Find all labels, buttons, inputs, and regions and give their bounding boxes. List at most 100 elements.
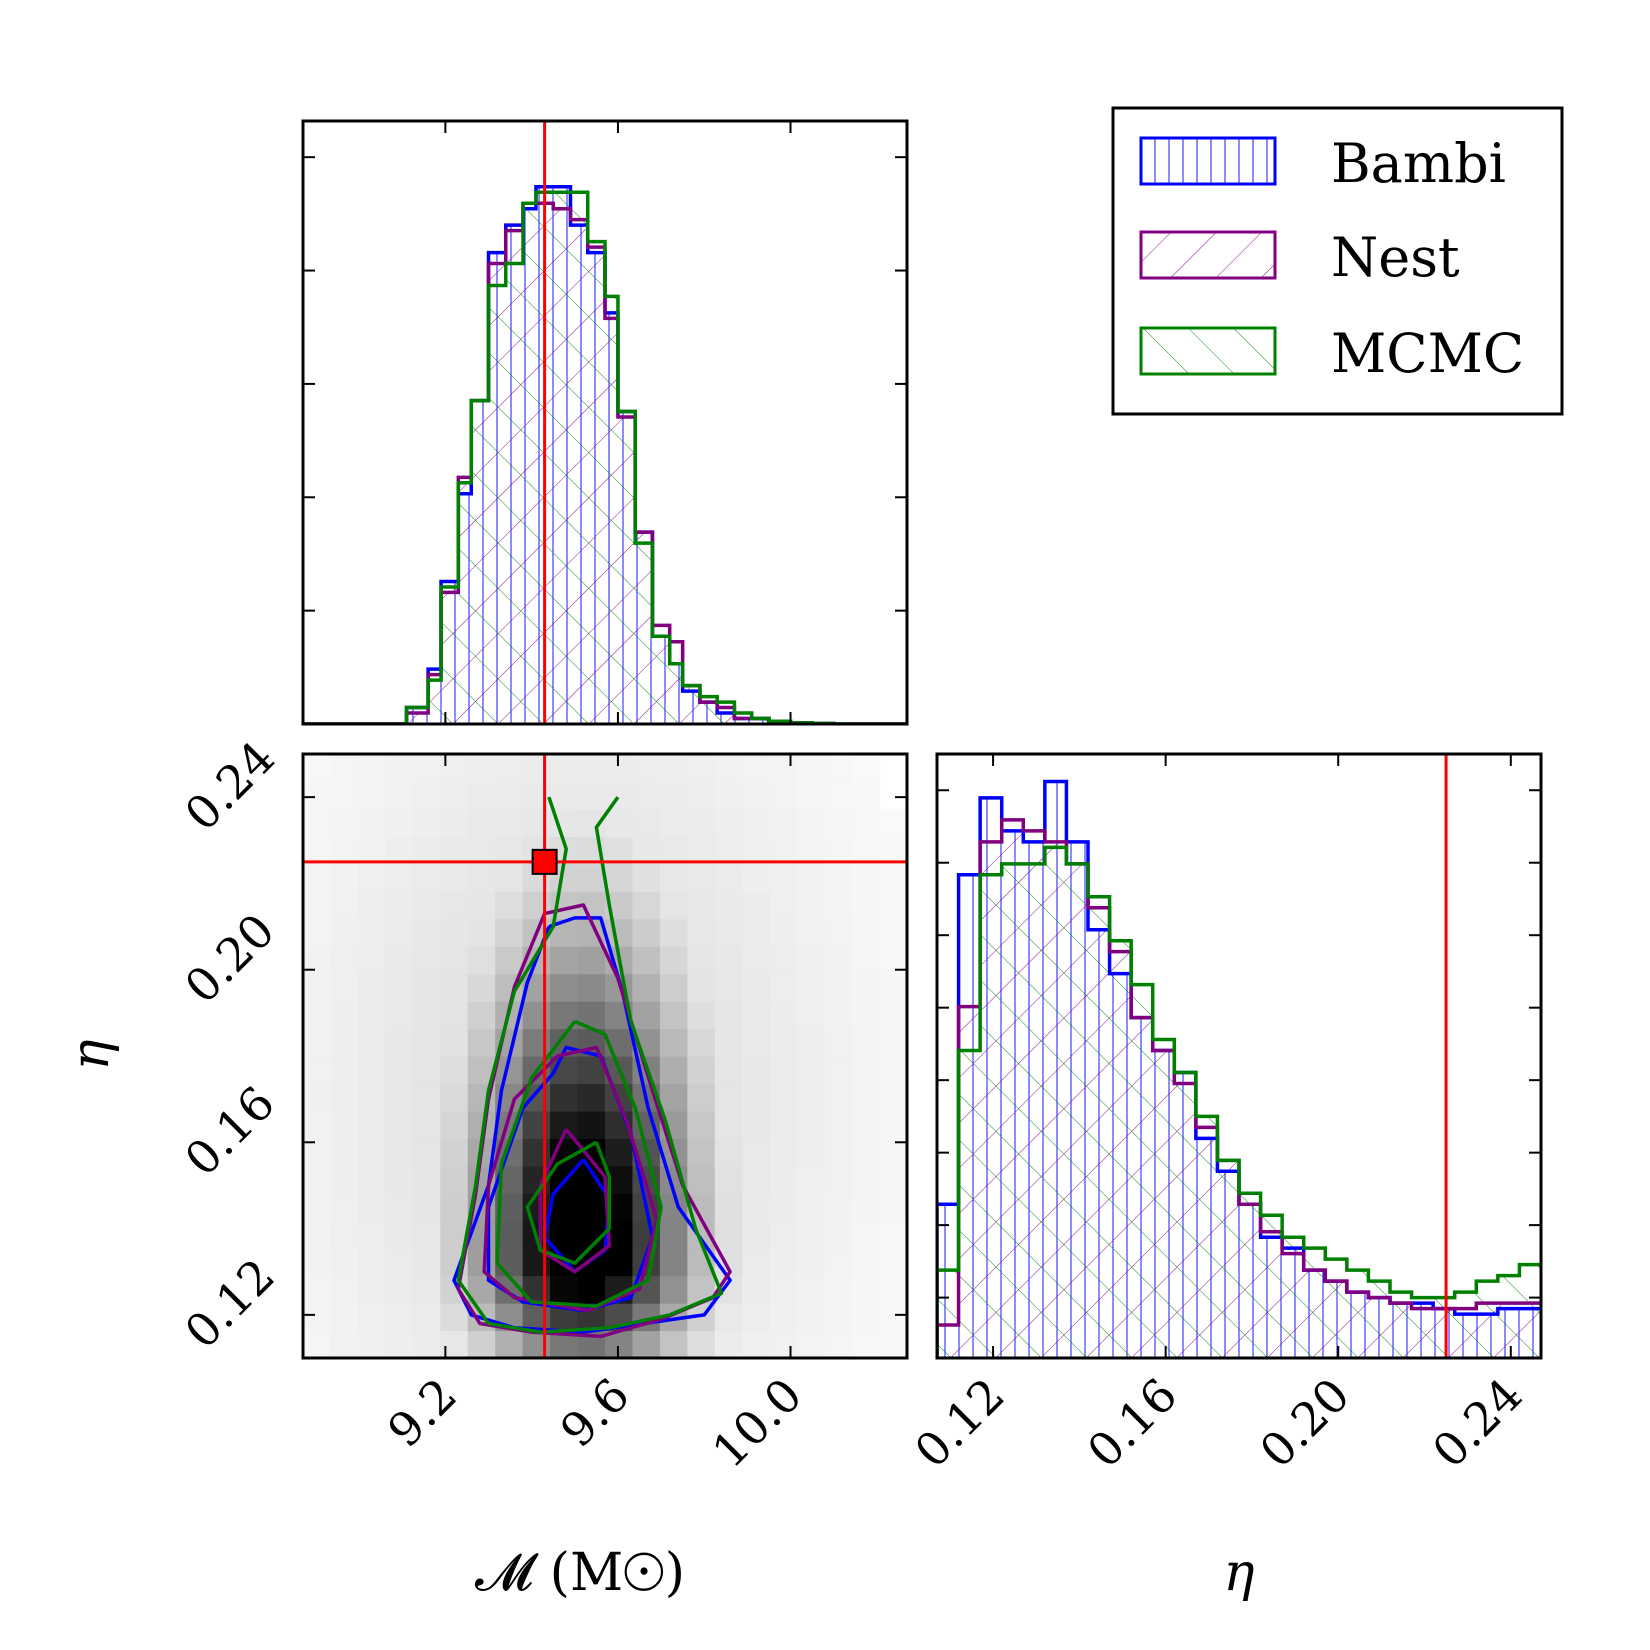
density-cell: [879, 1165, 907, 1194]
density-cell: [412, 946, 441, 975]
density-cell: [357, 781, 386, 810]
density-cell: [769, 1001, 798, 1030]
density-cell: [797, 1001, 826, 1030]
density-cell: [385, 946, 414, 975]
eta-tick-label: 0.20: [1249, 1368, 1360, 1479]
density-cell: [797, 863, 826, 892]
eta-histogram-step-mcmc: [937, 845, 1541, 1358]
density-cell: [330, 1028, 359, 1057]
density-cell: [797, 946, 826, 975]
density-cell: [687, 946, 716, 975]
density-cell: [467, 754, 496, 783]
density-cell: [632, 946, 661, 975]
density-cell: [385, 1330, 414, 1358]
density-cell: [467, 863, 496, 892]
density-cell: [412, 891, 441, 920]
density-cell: [412, 918, 441, 947]
density-cell: [357, 1138, 386, 1167]
density-cell: [385, 1110, 414, 1139]
density-cell: [879, 863, 907, 892]
density-cell: [769, 973, 798, 1002]
density-cell: [385, 973, 414, 1002]
density-cell: [303, 1083, 332, 1112]
density-cell: [797, 754, 826, 783]
density-cell: [824, 1193, 853, 1222]
density-cell: [852, 781, 881, 810]
chirp-mass-axis-label: 𝓜 (M☉): [475, 1543, 685, 1603]
density-cell: [412, 1275, 441, 1304]
density-cell: [824, 781, 853, 810]
density-cell: [852, 1110, 881, 1139]
density-cell: [357, 1165, 386, 1194]
density-cell: [714, 808, 743, 837]
chirp-mass-tick-label: 9.2: [377, 1368, 467, 1458]
density-cell: [852, 1083, 881, 1112]
legend: Bambi Nest MCMC: [1111, 106, 1564, 416]
density-cell: [303, 918, 332, 947]
density-cell: [385, 1056, 414, 1085]
eta-y-tick-label: 0.20: [174, 903, 285, 1014]
density-cell: [303, 1056, 332, 1085]
density-cell: [769, 781, 798, 810]
density-cell: [330, 1138, 359, 1167]
density-cell: [742, 754, 771, 783]
density-cell: [714, 1193, 743, 1222]
density-cell: [412, 1248, 441, 1277]
density-cell: [797, 918, 826, 947]
density-cell: [824, 808, 853, 837]
density-cell: [467, 1248, 496, 1277]
contour-mcmc-outer: [456, 796, 724, 1334]
density-cell: [824, 973, 853, 1002]
density-cell: [412, 1001, 441, 1030]
density-cell: [412, 863, 441, 892]
density-cell: [687, 863, 716, 892]
density-cell: [577, 973, 606, 1002]
density-cell: [742, 1110, 771, 1139]
density-cell: [605, 754, 634, 783]
density-cell: [605, 808, 634, 837]
density-cell: [742, 1220, 771, 1249]
density-cell: [357, 1330, 386, 1358]
chirp-mass-histogram-frame: [301, 119, 909, 726]
density-cell: [659, 781, 688, 810]
density-cell: [742, 918, 771, 947]
density-cell: [495, 808, 524, 837]
density-cell: [742, 1193, 771, 1222]
density-cell: [632, 1330, 661, 1358]
density-cell: [659, 1220, 688, 1249]
density-cell: [412, 754, 441, 783]
density-cell: [412, 808, 441, 837]
density-cell: [824, 1110, 853, 1139]
density-cell: [714, 1028, 743, 1057]
density-cell: [797, 808, 826, 837]
density-cell: [605, 781, 634, 810]
density-cell: [550, 1275, 579, 1304]
density-cell: [714, 1220, 743, 1249]
density-cell: [522, 1001, 551, 1030]
density-cell: [357, 1303, 386, 1332]
density-cell: [440, 1083, 469, 1112]
density-cell: [330, 918, 359, 947]
density-cell: [879, 808, 907, 837]
density-cell: [303, 1330, 332, 1358]
density-cell: [797, 891, 826, 920]
density-cell: [852, 1001, 881, 1030]
density-cell: [742, 1001, 771, 1030]
density-cell: [742, 1303, 771, 1332]
density-cell: [467, 973, 496, 1002]
density-cell: [357, 754, 386, 783]
density-cell: [522, 1028, 551, 1057]
density-cell: [440, 836, 469, 865]
density-cell: [440, 946, 469, 975]
density-cell: [632, 1001, 661, 1030]
density-cell: [824, 754, 853, 783]
density-cell: [495, 1330, 524, 1358]
density-cell: [303, 836, 332, 865]
density-cell: [632, 836, 661, 865]
density-cell: [522, 891, 551, 920]
density-cell: [879, 1275, 907, 1304]
density-cell: [330, 1330, 359, 1358]
density-cell: [467, 918, 496, 947]
density-cell: [330, 781, 359, 810]
density-cell: [303, 808, 332, 837]
